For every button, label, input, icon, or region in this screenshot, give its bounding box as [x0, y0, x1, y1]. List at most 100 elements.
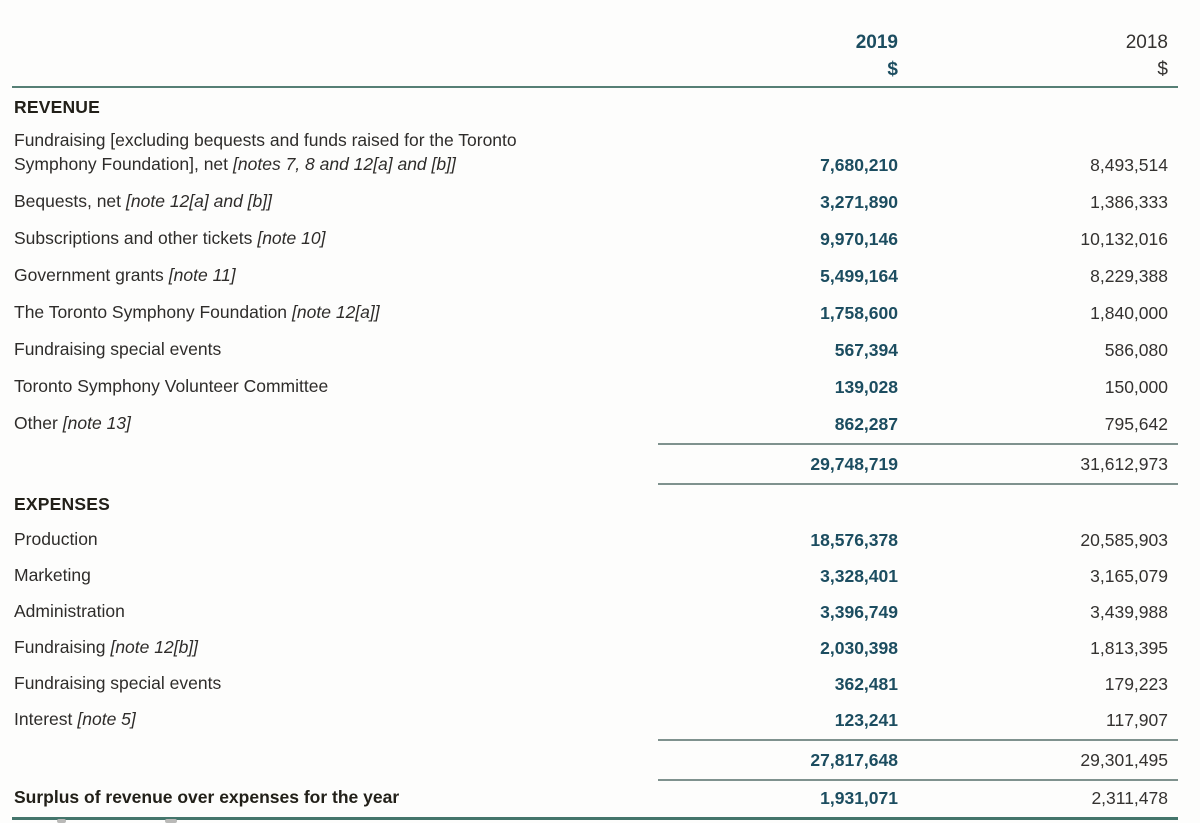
statement-row: Bequests, net [note 12[a] and [b]] 3,271,8…	[12, 184, 1178, 221]
row-value-2018: 20,585,903	[1080, 530, 1168, 550]
row-value-2019: 3,328,401	[820, 566, 898, 586]
row-value-2018: 1,386,333	[1090, 192, 1168, 212]
row-value-2019: 862,287	[834, 414, 898, 434]
subtotal-rule-top	[658, 443, 1178, 445]
row-value-2018: 3,439,988	[1090, 602, 1168, 622]
row-label: Fundraising special events	[12, 671, 654, 695]
row-label-text: Interest	[14, 709, 73, 729]
col-header-2018: 2018 $	[898, 30, 1178, 83]
row-label-text: Fundraising special events	[14, 339, 222, 359]
row-value-2018: 10,132,016	[1080, 229, 1168, 249]
row-value-2019: 139,028	[834, 377, 898, 397]
statement-row: Toronto Symphony Volunteer Committee 139,…	[12, 369, 1178, 406]
row-note-reference: [note 11]	[168, 265, 236, 285]
row-label-text: Government grants	[14, 265, 164, 285]
row-label: Fundraising special events	[12, 337, 654, 361]
statement-row: Government grants [note 11] 5,499,164 8,229…	[12, 258, 1178, 295]
statement-body: REVENUE Fundraising [excluding bequests a…	[12, 88, 1178, 781]
row-note-reference: [note 10]	[257, 228, 326, 248]
row-label: Other [note 13]	[12, 411, 654, 435]
row-value-2019: 362,481	[834, 674, 898, 694]
currency-2019-label: $	[887, 59, 898, 80]
row-label: Subscriptions and other tickets [note 10]	[12, 226, 654, 250]
cutoff-next-line	[12, 818, 1172, 823]
currency-2018-label: $	[1157, 59, 1168, 80]
section-total-row: 29,748,719 31,612,973	[12, 445, 1178, 483]
row-label: The Toronto Symphony Foundation [note 12[…	[12, 300, 654, 324]
subtotal-rule-top	[658, 739, 1178, 741]
row-note-reference: [note 13]	[62, 413, 131, 433]
column-headers: 2019 $ 2018 $	[12, 0, 1178, 83]
row-value-2018: 8,229,388	[1090, 266, 1168, 286]
row-label-text: Fundraising special events	[14, 673, 222, 693]
statement-row: Fundraising [note 12[b]] 2,030,398 1,813,39…	[12, 631, 1178, 667]
row-label-text: Marketing	[14, 565, 91, 585]
statement-row: Interest [note 5] 123,241 117,907	[12, 703, 1178, 739]
row-value-2019: 2,030,398	[820, 638, 898, 658]
row-value-2019: 9,970,146	[820, 229, 898, 249]
row-value-2019: 567,394	[834, 340, 898, 360]
row-label-text: Administration	[14, 601, 125, 621]
row-value-2018: 586,080	[1104, 340, 1168, 360]
row-label: Fundraising [note 12[b]]	[12, 635, 654, 659]
statement-row: Fundraising [excluding bequests and fund…	[12, 126, 1178, 184]
section-total-2019: 27,817,648	[810, 750, 898, 770]
statement-row: Production 18,576,378 20,585,903	[12, 523, 1178, 559]
row-label: Administration	[12, 599, 654, 623]
row-label: Interest [note 5]	[12, 707, 654, 731]
header-spacer	[12, 30, 658, 83]
surplus-value-2018: 2,311,478	[1091, 788, 1168, 808]
row-label-text: The Toronto Symphony Foundation	[14, 302, 288, 322]
row-label: Bequests, net [note 12[a] and [b]]	[12, 189, 654, 213]
year-2018-label: 2018	[1125, 32, 1168, 53]
row-label-text: Subscriptions and other tickets	[14, 228, 253, 248]
bottom-rule	[12, 817, 1178, 820]
row-value-2019: 18,576,378	[810, 530, 898, 550]
surplus-value-2019: 1,931,071	[820, 788, 898, 808]
row-value-2019: 3,396,749	[820, 602, 898, 622]
statement-row: Fundraising special events 567,394 586,080	[12, 332, 1178, 369]
row-value-2018: 117,907	[1106, 710, 1168, 730]
col-header-2019: 2019 $	[658, 30, 898, 83]
row-note-reference: [note 5]	[77, 709, 136, 729]
statement-row: Subscriptions and other tickets [note 10]…	[12, 221, 1178, 258]
surplus-row: Surplus of revenue over expenses for the…	[12, 781, 1178, 817]
statement-row: Administration 3,396,749 3,439,988	[12, 595, 1178, 631]
section-total-2018: 31,612,973	[1080, 454, 1168, 474]
row-value-2018: 1,840,000	[1090, 303, 1168, 323]
row-value-2018: 179,223	[1104, 674, 1168, 694]
row-value-2018: 8,493,514	[1090, 155, 1168, 175]
row-value-2018: 3,165,079	[1090, 566, 1168, 586]
section-total-row: 27,817,648 29,301,495	[12, 741, 1178, 779]
row-value-2019: 1,758,600	[820, 303, 898, 323]
row-label: Fundraising [excluding bequests and fund…	[12, 128, 576, 176]
row-label: Marketing	[12, 563, 654, 587]
row-label-text: Fundraising [excluding bequests and fund…	[14, 130, 517, 174]
row-value-2019: 5,499,164	[820, 266, 898, 286]
section-heading: REVENUE	[14, 97, 101, 117]
row-note-reference: [note 12[a]]	[292, 302, 380, 322]
row-value-2018: 795,642	[1104, 414, 1168, 434]
statement-row: Marketing 3,328,401 3,165,079	[12, 559, 1178, 595]
subtotal-rule-bottom	[658, 483, 1178, 485]
cutoff-text-fragment	[165, 819, 177, 823]
row-note-reference: [notes 7, 8 and 12[a] and [b]]	[233, 154, 456, 174]
row-value-2019: 3,271,890	[820, 192, 898, 212]
row-label-text: Toronto Symphony Volunteer Committee	[14, 376, 329, 396]
header-rule	[12, 86, 1178, 88]
row-note-reference: [note 12[a] and [b]]	[126, 191, 272, 211]
cutoff-text-fragment	[57, 819, 66, 823]
section-total-2019: 29,748,719	[810, 454, 898, 474]
surplus-label: Surplus of revenue over expenses for the…	[14, 787, 400, 807]
row-value-2019: 123,241	[834, 710, 898, 730]
row-label-text: Other	[14, 413, 58, 433]
section-total-2018: 29,301,495	[1080, 750, 1168, 770]
row-label: Government grants [note 11]	[12, 263, 654, 287]
statement-row: The Toronto Symphony Foundation [note 12[…	[12, 295, 1178, 332]
row-label: Toronto Symphony Volunteer Committee	[12, 374, 654, 398]
row-value-2019: 7,680,210	[820, 155, 898, 175]
year-2019-label: 2019	[855, 32, 898, 53]
row-value-2018: 1,813,395	[1090, 638, 1168, 658]
row-value-2018: 150,000	[1104, 377, 1168, 397]
